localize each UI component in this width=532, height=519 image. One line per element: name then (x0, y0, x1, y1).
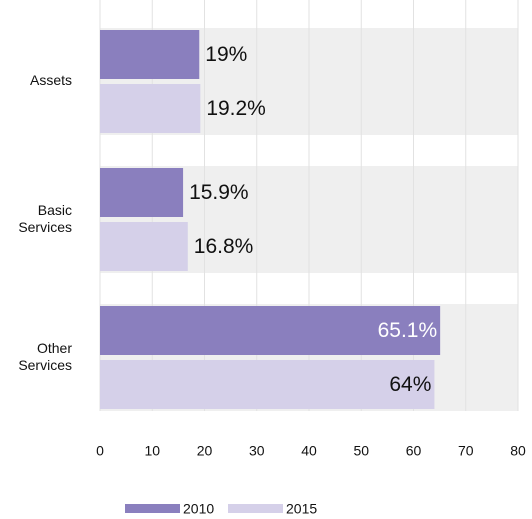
bar (100, 360, 435, 409)
x-tick-label: 70 (458, 443, 474, 459)
x-tick-label: 20 (197, 443, 213, 459)
x-tick-label: 80 (510, 443, 526, 459)
legend-swatch (228, 504, 283, 513)
x-tick-label: 40 (301, 443, 317, 459)
data-label: 16.8% (194, 235, 254, 258)
legend-label: 2015 (286, 501, 317, 517)
bar (100, 306, 441, 355)
bar (100, 168, 184, 217)
data-label: 19% (205, 43, 247, 66)
x-tick-label: 10 (144, 443, 160, 459)
data-label: 64% (389, 373, 431, 396)
x-tick-label: 0 (96, 443, 104, 459)
y-tick-label: Other Services (18, 340, 72, 373)
data-label: 65.1% (378, 319, 438, 342)
data-label: 19.2% (206, 97, 266, 120)
legend-label: 2010 (183, 501, 214, 517)
x-tick-label: 50 (353, 443, 369, 459)
y-tick-label: Assets (30, 72, 72, 88)
bar (100, 222, 188, 271)
y-tick-label: Basic Services (18, 202, 72, 235)
bar (100, 30, 200, 79)
legend-swatch (125, 504, 180, 513)
x-tick-label: 30 (249, 443, 265, 459)
bar (100, 84, 201, 133)
data-label: 15.9% (189, 181, 249, 204)
x-tick-label: 60 (406, 443, 422, 459)
